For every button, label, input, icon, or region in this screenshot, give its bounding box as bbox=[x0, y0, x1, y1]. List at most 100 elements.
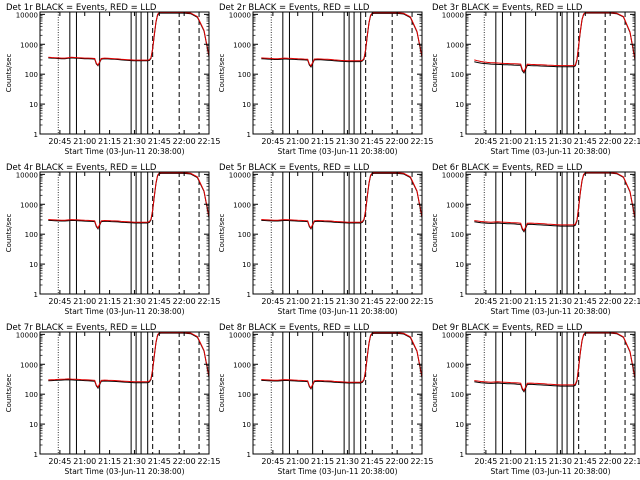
y-tick-label: 10000 bbox=[442, 171, 464, 179]
lld-series-line bbox=[48, 172, 210, 230]
y-tick-label: 1000 bbox=[20, 41, 38, 49]
lld-series-line bbox=[474, 12, 636, 73]
y-tick-label: 1000 bbox=[446, 361, 464, 369]
y-tick-label: 1000 bbox=[20, 361, 38, 369]
y-axis-label: Counts/sec bbox=[218, 214, 226, 253]
y-tick-label: 10 bbox=[29, 261, 38, 269]
x-tick-label: 21:00 bbox=[73, 137, 96, 146]
x-tick-label: 22:15 bbox=[623, 457, 640, 466]
lld-series-line bbox=[474, 332, 636, 392]
x-tick-label: 20:45 bbox=[474, 297, 497, 306]
lld-series-line bbox=[48, 332, 210, 389]
x-tick-label: 21:30 bbox=[123, 457, 146, 466]
x-tick-label: 21:30 bbox=[549, 137, 572, 146]
x-tick-label: 21:00 bbox=[499, 297, 522, 306]
x-axis-label: Start Time (03-Jun-11 20:38:00) bbox=[65, 467, 185, 476]
x-tick-label: 20:45 bbox=[261, 297, 284, 306]
x-tick-label: 20:45 bbox=[48, 457, 71, 466]
x-tick-label: 21:15 bbox=[98, 137, 121, 146]
x-tick-label: 21:00 bbox=[286, 297, 309, 306]
panel-title: Det 5r BLACK = Events, RED = LLD bbox=[219, 163, 370, 173]
y-axis-label: Counts/sec bbox=[431, 214, 439, 253]
events-series-line bbox=[474, 172, 636, 233]
x-tick-label: 22:00 bbox=[173, 137, 196, 146]
panel-title: Det 2r BLACK = Events, RED = LLD bbox=[219, 3, 370, 13]
x-tick-label: 22:15 bbox=[410, 297, 433, 306]
y-axis-label: Counts/sec bbox=[5, 214, 13, 253]
y-axis-label: Counts/sec bbox=[218, 374, 226, 413]
lld-series-line bbox=[261, 172, 423, 230]
plot-frame bbox=[39, 11, 210, 135]
y-tick-label: 10000 bbox=[229, 11, 251, 19]
x-tick-label: 21:45 bbox=[574, 457, 597, 466]
y-tick-label: 10000 bbox=[16, 171, 38, 179]
y-tick-label: 1000 bbox=[233, 361, 251, 369]
x-tick-label: 21:00 bbox=[499, 137, 522, 146]
y-tick-label: 100 bbox=[25, 71, 38, 79]
lld-series-line bbox=[261, 332, 423, 390]
x-axis-label: Start Time (03-Jun-11 20:38:00) bbox=[491, 307, 611, 316]
y-tick-label: 10000 bbox=[442, 11, 464, 19]
plot-frame bbox=[465, 331, 636, 455]
x-tick-label: 21:45 bbox=[574, 137, 597, 146]
plot-frame bbox=[252, 11, 423, 135]
x-tick-label: 22:00 bbox=[386, 297, 409, 306]
x-tick-label: 21:30 bbox=[336, 137, 359, 146]
x-tick-label: 21:15 bbox=[524, 457, 547, 466]
x-tick-label: 20:45 bbox=[474, 457, 497, 466]
x-tick-label: 21:45 bbox=[361, 137, 384, 146]
plot-frame bbox=[39, 171, 210, 295]
y-tick-label: 1 bbox=[247, 291, 251, 299]
y-tick-label: 1 bbox=[34, 451, 38, 459]
events-series-line bbox=[48, 172, 210, 230]
y-tick-label: 1000 bbox=[446, 201, 464, 209]
panel-title: Det 9r BLACK = Events, RED = LLD bbox=[432, 323, 583, 333]
plot-frame bbox=[252, 171, 423, 295]
x-tick-label: 22:00 bbox=[386, 137, 409, 146]
x-tick-label: 21:45 bbox=[148, 137, 171, 146]
x-tick-label: 21:15 bbox=[524, 137, 547, 146]
x-tick-label: 22:00 bbox=[386, 457, 409, 466]
x-tick-label: 21:45 bbox=[361, 457, 384, 466]
y-tick-label: 100 bbox=[451, 231, 464, 239]
x-tick-label: 20:45 bbox=[261, 457, 284, 466]
events-series-line bbox=[261, 12, 423, 68]
x-tick-label: 21:00 bbox=[73, 297, 96, 306]
y-tick-label: 10 bbox=[242, 261, 251, 269]
y-tick-label: 10 bbox=[455, 261, 464, 269]
x-tick-label: 21:15 bbox=[98, 457, 121, 466]
x-tick-label: 21:15 bbox=[311, 297, 334, 306]
y-axis-label: Counts/sec bbox=[431, 54, 439, 93]
x-tick-label: 22:15 bbox=[197, 297, 220, 306]
x-axis-label: Start Time (03-Jun-11 20:38:00) bbox=[65, 147, 185, 156]
x-tick-label: 22:15 bbox=[410, 137, 433, 146]
x-tick-label: 21:15 bbox=[98, 297, 121, 306]
x-axis-label: Start Time (03-Jun-11 20:38:00) bbox=[278, 147, 398, 156]
x-tick-label: 21:30 bbox=[123, 297, 146, 306]
x-tick-label: 21:30 bbox=[336, 457, 359, 466]
x-tick-label: 21:15 bbox=[311, 457, 334, 466]
y-tick-label: 1 bbox=[34, 291, 38, 299]
events-series-line bbox=[48, 12, 210, 67]
x-tick-label: 22:00 bbox=[173, 297, 196, 306]
panel-title: Det 4r BLACK = Events, RED = LLD bbox=[6, 163, 157, 173]
x-tick-label: 21:30 bbox=[123, 137, 146, 146]
y-tick-label: 1 bbox=[460, 131, 464, 139]
y-tick-label: 100 bbox=[238, 231, 251, 239]
x-tick-label: 20:45 bbox=[48, 297, 71, 306]
x-tick-label: 22:00 bbox=[599, 457, 622, 466]
y-tick-label: 10 bbox=[455, 421, 464, 429]
lld-series-line bbox=[474, 172, 636, 232]
y-tick-label: 10000 bbox=[442, 331, 464, 339]
plot-frame bbox=[252, 331, 423, 455]
